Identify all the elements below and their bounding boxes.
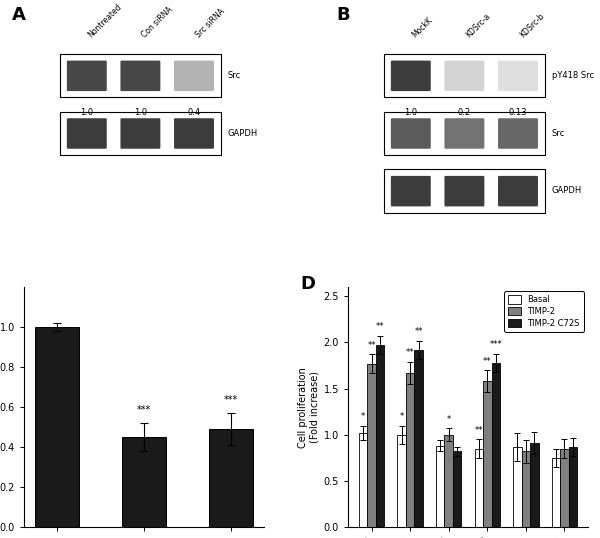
FancyBboxPatch shape [121, 118, 160, 148]
Text: Src: Src [228, 71, 241, 80]
Text: **: ** [376, 322, 385, 331]
Text: KDSrc-b: KDSrc-b [518, 12, 546, 40]
Text: **: ** [406, 348, 415, 357]
Bar [376, 345, 385, 527]
Bar [491, 363, 500, 527]
FancyBboxPatch shape [391, 118, 431, 148]
FancyBboxPatch shape [384, 169, 545, 213]
FancyBboxPatch shape [67, 118, 107, 148]
Bar [551, 458, 560, 527]
Text: KDSrc-a: KDSrc-a [464, 12, 492, 40]
Bar [513, 447, 521, 527]
FancyBboxPatch shape [498, 118, 538, 148]
FancyBboxPatch shape [498, 61, 538, 91]
Bar [359, 433, 367, 527]
Text: MockK: MockK [411, 16, 435, 40]
Bar [521, 451, 530, 527]
Text: GAPDH: GAPDH [228, 129, 258, 138]
Text: **: ** [483, 357, 491, 365]
Text: 0.13: 0.13 [509, 108, 527, 117]
Text: Src siRNA: Src siRNA [194, 7, 227, 40]
FancyBboxPatch shape [174, 118, 214, 148]
Text: GAPDH: GAPDH [552, 187, 582, 195]
Text: **: ** [367, 341, 376, 350]
Text: 0.2: 0.2 [458, 108, 471, 117]
Text: *: * [361, 412, 365, 421]
Bar [436, 446, 445, 527]
Bar [122, 437, 166, 527]
FancyBboxPatch shape [445, 176, 484, 207]
Text: B: B [336, 6, 350, 24]
FancyBboxPatch shape [391, 176, 431, 207]
Text: pY418 Src: pY418 Src [552, 71, 594, 80]
Text: 1.0: 1.0 [134, 108, 147, 117]
FancyBboxPatch shape [60, 54, 221, 97]
Bar [569, 447, 577, 527]
Text: ***: *** [137, 405, 151, 415]
Text: 1.0: 1.0 [80, 108, 94, 117]
Bar [483, 381, 491, 527]
FancyBboxPatch shape [60, 112, 221, 155]
Bar [445, 435, 453, 527]
FancyBboxPatch shape [121, 61, 160, 91]
Text: *: * [400, 412, 404, 421]
FancyBboxPatch shape [384, 112, 545, 155]
FancyBboxPatch shape [174, 61, 214, 91]
Bar [475, 449, 483, 527]
Text: A: A [12, 6, 26, 24]
Text: 1.0: 1.0 [404, 108, 418, 117]
FancyBboxPatch shape [384, 54, 545, 97]
Text: D: D [300, 275, 315, 293]
Text: Nontreated: Nontreated [87, 3, 124, 40]
Text: ***: *** [224, 395, 238, 405]
Text: **: ** [475, 426, 483, 435]
FancyBboxPatch shape [391, 61, 431, 91]
Bar [35, 327, 79, 527]
Bar [406, 373, 415, 527]
Bar [415, 350, 423, 527]
Bar [530, 443, 539, 527]
Y-axis label: Cell proliferation
(Fold increase): Cell proliferation (Fold increase) [298, 367, 319, 448]
FancyBboxPatch shape [67, 61, 107, 91]
Bar [397, 435, 406, 527]
Text: *: * [446, 415, 451, 424]
FancyBboxPatch shape [498, 176, 538, 207]
Text: ***: *** [490, 340, 502, 349]
FancyBboxPatch shape [445, 61, 484, 91]
Text: **: ** [415, 327, 423, 336]
Text: 0.4: 0.4 [187, 108, 200, 117]
Bar [453, 451, 461, 527]
Bar [367, 364, 376, 527]
Text: Con siRNA: Con siRNA [140, 5, 175, 40]
Text: Src: Src [552, 129, 565, 138]
Bar [560, 449, 569, 527]
Legend: Basal, TIMP-2, TIMP-2 C72S: Basal, TIMP-2, TIMP-2 C72S [504, 291, 584, 332]
FancyBboxPatch shape [445, 118, 484, 148]
Bar [209, 429, 253, 527]
